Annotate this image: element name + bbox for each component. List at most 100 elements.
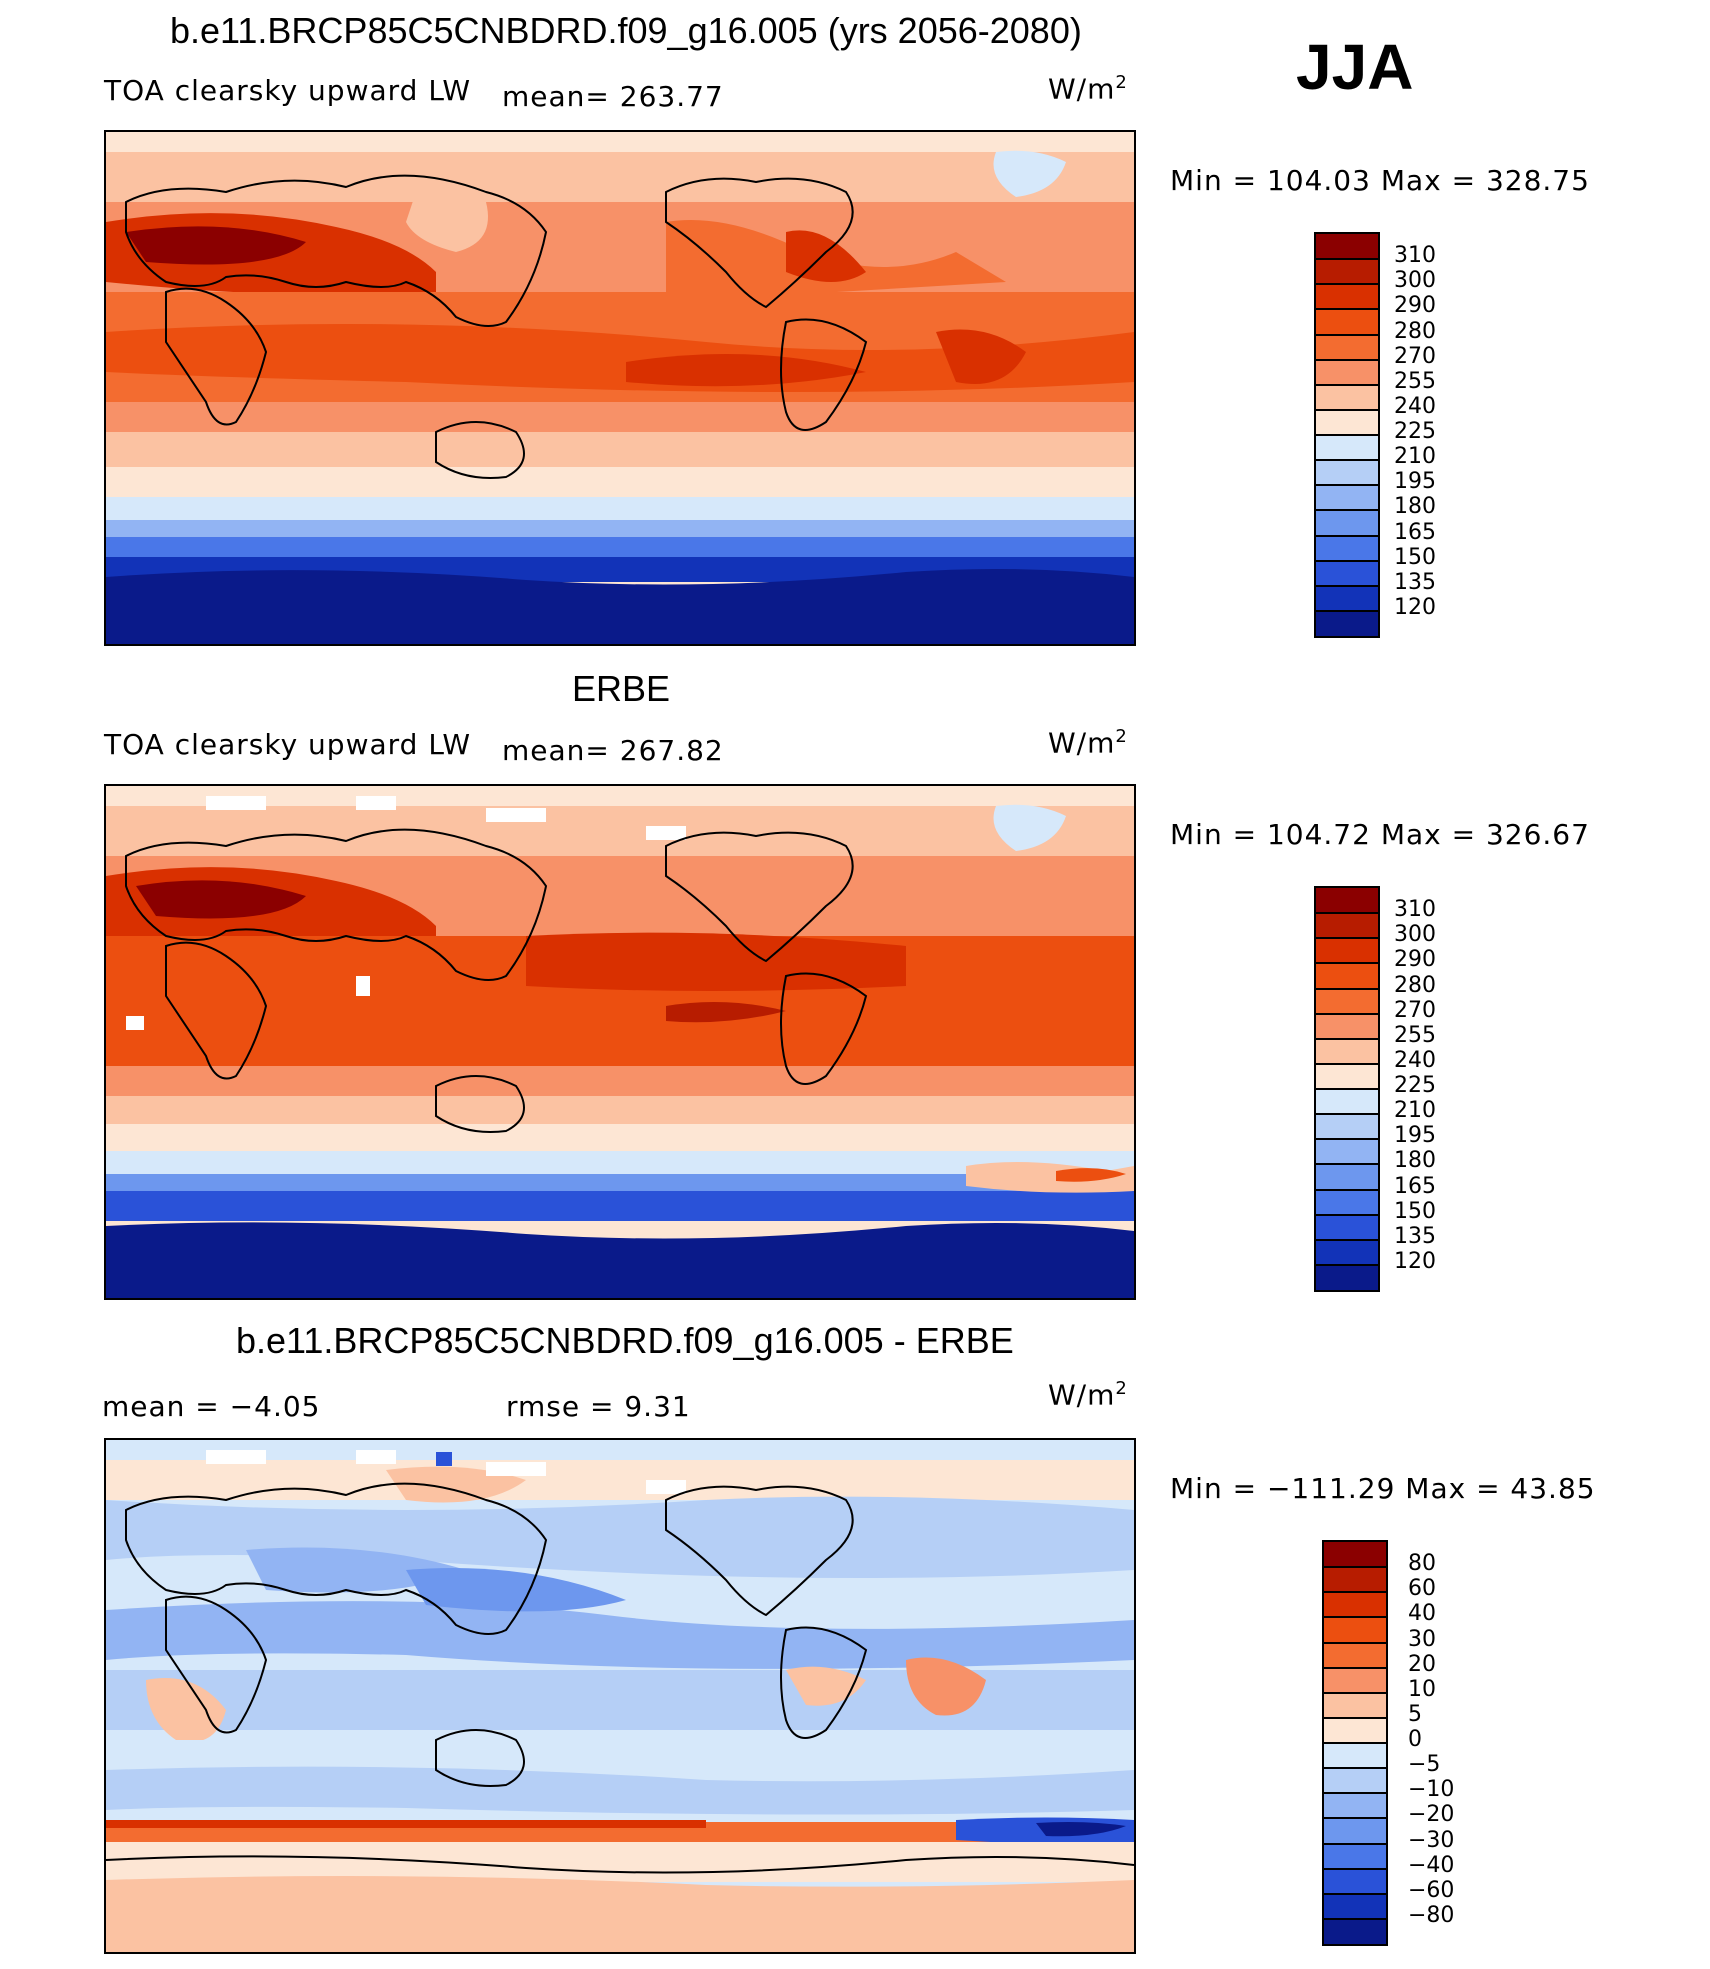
colorbar-box bbox=[1316, 610, 1378, 636]
colorbar-tick-label: 195 bbox=[1394, 469, 1436, 495]
panel-3-map bbox=[104, 1438, 1136, 1954]
colorbar-box bbox=[1316, 1114, 1378, 1140]
panel-1-mean: mean= 263.77 bbox=[502, 80, 724, 113]
colorbar-separator bbox=[1316, 937, 1378, 940]
colorbar-separator bbox=[1316, 1088, 1378, 1090]
colorbar-box bbox=[1324, 1592, 1386, 1618]
panel-2-units: W/m2 bbox=[1048, 726, 1128, 760]
panel-2-field bbox=[106, 786, 1134, 1298]
colorbar-tick-label: 150 bbox=[1394, 544, 1436, 570]
colorbar-box bbox=[1316, 1164, 1378, 1190]
colorbar-tick-label: 165 bbox=[1394, 519, 1436, 545]
colorbar-tick-label: 240 bbox=[1394, 1047, 1436, 1073]
colorbar-tick-label: 255 bbox=[1394, 368, 1436, 394]
colorbar-box bbox=[1316, 535, 1378, 561]
colorbar-tick-label: −40 bbox=[1408, 1852, 1455, 1878]
colorbar-box bbox=[1316, 913, 1378, 939]
colorbar-box bbox=[1316, 384, 1378, 410]
colorbar-separator bbox=[1316, 609, 1378, 612]
colorbar-separator bbox=[1316, 1012, 1378, 1015]
colorbar-tick-label: 120 bbox=[1394, 594, 1436, 620]
colorbar-tick-label: 270 bbox=[1394, 343, 1436, 369]
panel-1-field bbox=[106, 132, 1134, 644]
colorbar-tick-label: 5 bbox=[1408, 1701, 1422, 1727]
colorbar-box bbox=[1316, 1189, 1378, 1215]
panel-2-colorbar bbox=[1314, 886, 1380, 1292]
colorbar-separator bbox=[1316, 383, 1378, 386]
panel-1-title: b.e11.BRCP85C5CNBDRD.f09_g16.005 (yrs 20… bbox=[170, 10, 1082, 51]
colorbar-tick-label: 255 bbox=[1394, 1022, 1436, 1048]
colorbar-tick-label: 210 bbox=[1394, 1098, 1436, 1124]
panel-3-mean: mean = −4.05 bbox=[102, 1390, 321, 1423]
panel-3-rmse: rmse = 9.31 bbox=[506, 1390, 691, 1423]
colorbar-box bbox=[1316, 1214, 1378, 1240]
colorbar-box bbox=[1316, 1038, 1378, 1064]
colorbar-tick-label: 310 bbox=[1394, 243, 1436, 269]
colorbar-box bbox=[1316, 234, 1378, 260]
colorbar-tick-label: 40 bbox=[1408, 1601, 1436, 1627]
colorbar-tick-label: 135 bbox=[1394, 1223, 1436, 1249]
colorbar-box bbox=[1316, 888, 1378, 914]
colorbar-separator bbox=[1316, 1188, 1378, 1191]
colorbar-box bbox=[1324, 1667, 1386, 1693]
colorbar-tick-label: 290 bbox=[1394, 293, 1436, 319]
colorbar-tick-label: 165 bbox=[1394, 1173, 1436, 1199]
colorbar-separator bbox=[1316, 484, 1378, 487]
panel-3-colorbar bbox=[1322, 1540, 1388, 1946]
colorbar-tick-label: −10 bbox=[1408, 1777, 1455, 1803]
panel-3-field bbox=[106, 1440, 1134, 1952]
colorbar-tick-label: 0 bbox=[1408, 1727, 1422, 1752]
colorbar-separator bbox=[1316, 434, 1378, 436]
colorbar-box bbox=[1324, 1868, 1386, 1894]
colorbar-tick-label: 120 bbox=[1394, 1248, 1436, 1274]
colorbar-separator bbox=[1316, 308, 1378, 311]
colorbar-box bbox=[1316, 1063, 1378, 1089]
colorbar-separator bbox=[1316, 1238, 1378, 1241]
colorbar-separator bbox=[1316, 1263, 1378, 1266]
colorbar-tick-label: 225 bbox=[1394, 419, 1436, 444]
colorbar-box bbox=[1324, 1717, 1386, 1743]
colorbar-tick-label: −20 bbox=[1408, 1802, 1455, 1828]
colorbar-tick-label: 10 bbox=[1408, 1676, 1436, 1702]
colorbar-tick-label: 60 bbox=[1408, 1576, 1436, 1602]
colorbar-separator bbox=[1324, 1666, 1386, 1669]
panel-2-min-max: Min = 104.72 Max = 326.67 bbox=[1170, 818, 1590, 851]
panel-3-min-max: Min = −111.29 Max = 43.85 bbox=[1170, 1472, 1596, 1505]
colorbar-box bbox=[1324, 1918, 1386, 1944]
colorbar-separator bbox=[1316, 258, 1378, 261]
colorbar-separator bbox=[1316, 1213, 1378, 1216]
panel-1-min-max: Min = 104.03 Max = 328.75 bbox=[1170, 164, 1590, 197]
colorbar-box bbox=[1324, 1642, 1386, 1668]
colorbar-separator bbox=[1324, 1742, 1386, 1744]
colorbar-box bbox=[1316, 284, 1378, 310]
colorbar-separator bbox=[1324, 1566, 1386, 1569]
colorbar-box bbox=[1316, 510, 1378, 536]
colorbar-separator bbox=[1316, 534, 1378, 537]
colorbar-box bbox=[1316, 1139, 1378, 1165]
panel-2-variable-label: TOA clearsky upward LW bbox=[104, 728, 472, 761]
colorbar-box bbox=[1316, 585, 1378, 611]
colorbar-separator bbox=[1324, 1767, 1386, 1770]
colorbar-separator bbox=[1316, 1163, 1378, 1166]
colorbar-separator bbox=[1316, 408, 1378, 411]
panel-2-colorbar-boxes bbox=[1316, 888, 1378, 1290]
colorbar-box bbox=[1316, 963, 1378, 989]
colorbar-box bbox=[1316, 560, 1378, 586]
panel-1-map bbox=[104, 130, 1136, 646]
colorbar-separator bbox=[1316, 1113, 1378, 1116]
colorbar-tick-label: 195 bbox=[1394, 1123, 1436, 1149]
colorbar-tick-label: 280 bbox=[1394, 318, 1436, 344]
panel-2-map bbox=[104, 784, 1136, 1300]
colorbar-tick-label: 310 bbox=[1394, 897, 1436, 923]
colorbar-separator bbox=[1316, 1062, 1378, 1065]
colorbar-tick-label: 225 bbox=[1394, 1073, 1436, 1098]
colorbar-tick-label: 300 bbox=[1394, 922, 1436, 948]
colorbar-separator bbox=[1316, 358, 1378, 361]
colorbar-box bbox=[1316, 988, 1378, 1014]
colorbar-separator bbox=[1316, 1037, 1378, 1040]
colorbar-box bbox=[1316, 1239, 1378, 1265]
colorbar-tick-label: −80 bbox=[1408, 1902, 1455, 1928]
colorbar-separator bbox=[1324, 1591, 1386, 1594]
colorbar-box bbox=[1324, 1843, 1386, 1869]
colorbar-separator bbox=[1316, 912, 1378, 915]
